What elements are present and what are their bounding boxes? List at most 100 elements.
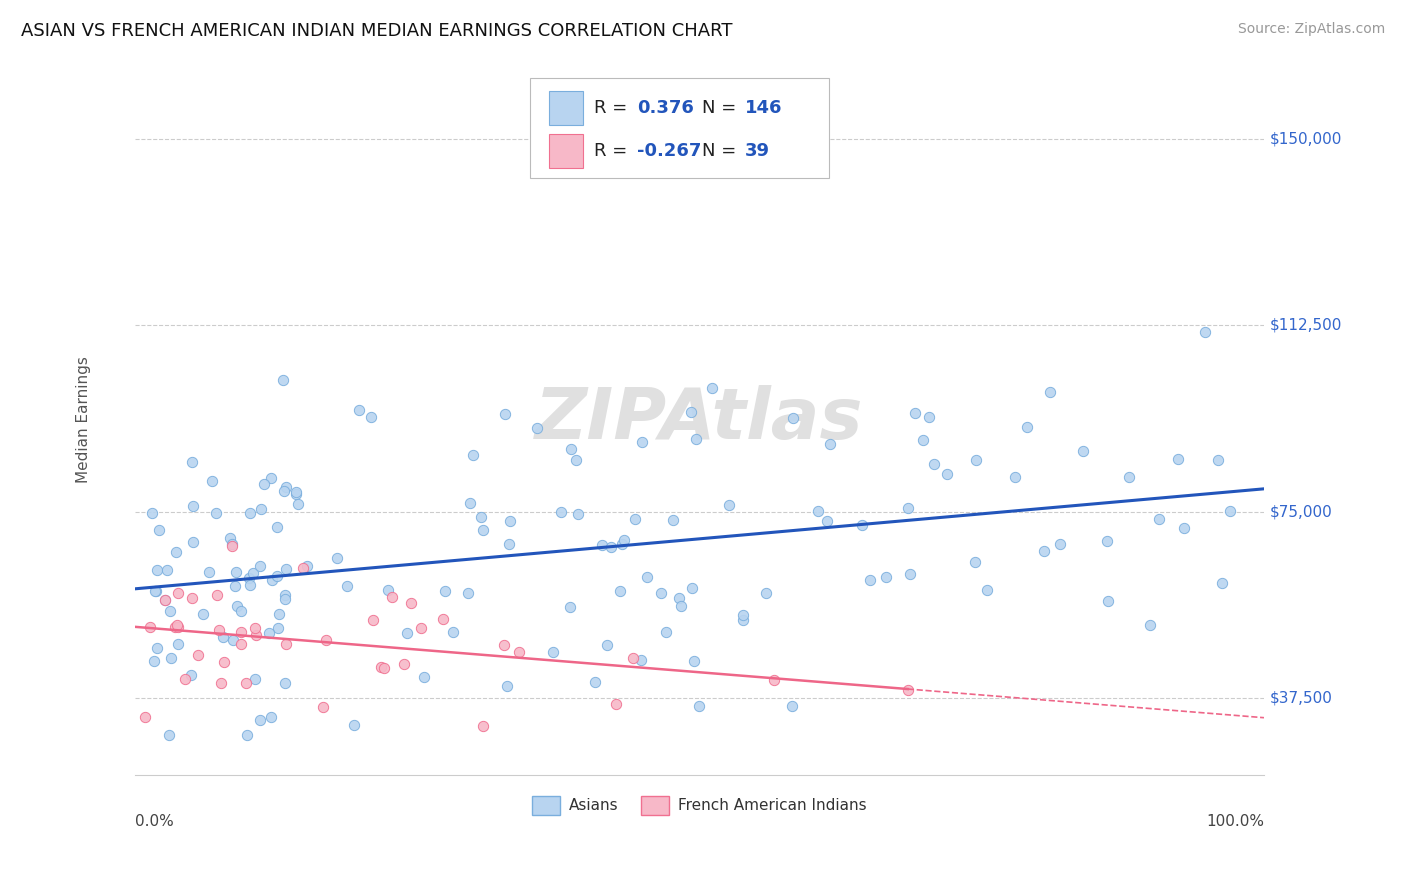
Point [242,566,264,580]
Point [336,579,359,593]
Point [567,507,589,521]
Text: ZIPAtlas: ZIPAtlas [536,385,863,454]
Point [259,471,281,485]
Point [221,540,243,554]
Point [976,582,998,597]
Point [284,487,307,501]
Point [1097,533,1119,548]
Point [243,672,266,686]
Point [499,514,522,528]
Point [818,437,841,451]
Point [904,406,927,420]
Point [165,545,187,559]
Point [267,607,290,621]
Point [413,669,436,683]
Point [583,675,606,690]
Point [596,638,619,652]
Point [262,574,284,588]
Point [157,728,180,742]
Text: R =: R = [595,142,633,161]
Point [605,697,627,711]
Point [685,433,707,447]
Point [173,673,195,687]
Point [146,563,169,577]
Point [224,579,246,593]
Point [897,683,920,698]
Point [141,506,163,520]
Point [1167,451,1189,466]
Point [146,640,169,655]
Point [396,626,419,640]
Point [613,533,636,547]
Point [361,613,384,627]
Point [859,573,882,587]
Point [219,531,242,545]
Point [209,675,232,690]
Point [211,630,233,644]
Text: 146: 146 [745,99,782,117]
Text: $150,000: $150,000 [1270,131,1341,146]
Point [498,537,520,551]
Point [250,502,273,516]
Point [326,550,349,565]
Point [621,650,644,665]
Point [494,638,516,652]
Bar [550,134,583,169]
Text: 39: 39 [745,142,769,161]
Point [266,520,288,534]
Point [165,620,187,634]
Point [266,568,288,582]
Point [688,698,710,713]
Point [253,477,276,491]
Point [312,699,335,714]
Point [875,570,897,584]
Point [1211,576,1233,591]
Point [922,457,945,471]
Point [284,485,307,500]
Point [181,455,204,469]
Text: 100.0%: 100.0% [1206,814,1264,830]
Point [409,621,432,635]
Point [257,625,280,640]
Point [897,501,920,516]
Point [470,509,492,524]
Point [226,599,249,614]
Point [457,586,479,600]
Point [681,582,703,596]
Point [229,637,252,651]
Point [1139,618,1161,632]
Point [671,599,693,613]
Point [494,407,516,421]
Point [668,591,690,605]
Point [1194,326,1216,340]
Point [550,505,572,519]
Point [807,504,830,518]
Point [287,497,309,511]
Point [274,588,297,602]
Point [181,591,204,606]
Point [187,648,209,662]
Point [159,604,181,618]
Point [225,565,247,579]
Point [1015,419,1038,434]
Point [600,540,623,554]
Point [276,562,298,576]
Point [260,710,283,724]
Point [153,592,176,607]
Point [681,405,703,419]
Point [180,667,202,681]
Point [166,638,188,652]
Point [167,620,190,634]
Point [662,513,685,527]
Point [343,717,366,731]
Point [373,661,395,675]
Point [205,588,228,602]
Point [249,559,271,574]
Point [650,585,672,599]
Point [1097,593,1119,607]
Point [236,728,259,742]
Point [143,654,166,668]
Legend: Asians, French American Indians: Asians, French American Indians [526,790,873,821]
Point [229,604,252,618]
Point [201,474,224,488]
